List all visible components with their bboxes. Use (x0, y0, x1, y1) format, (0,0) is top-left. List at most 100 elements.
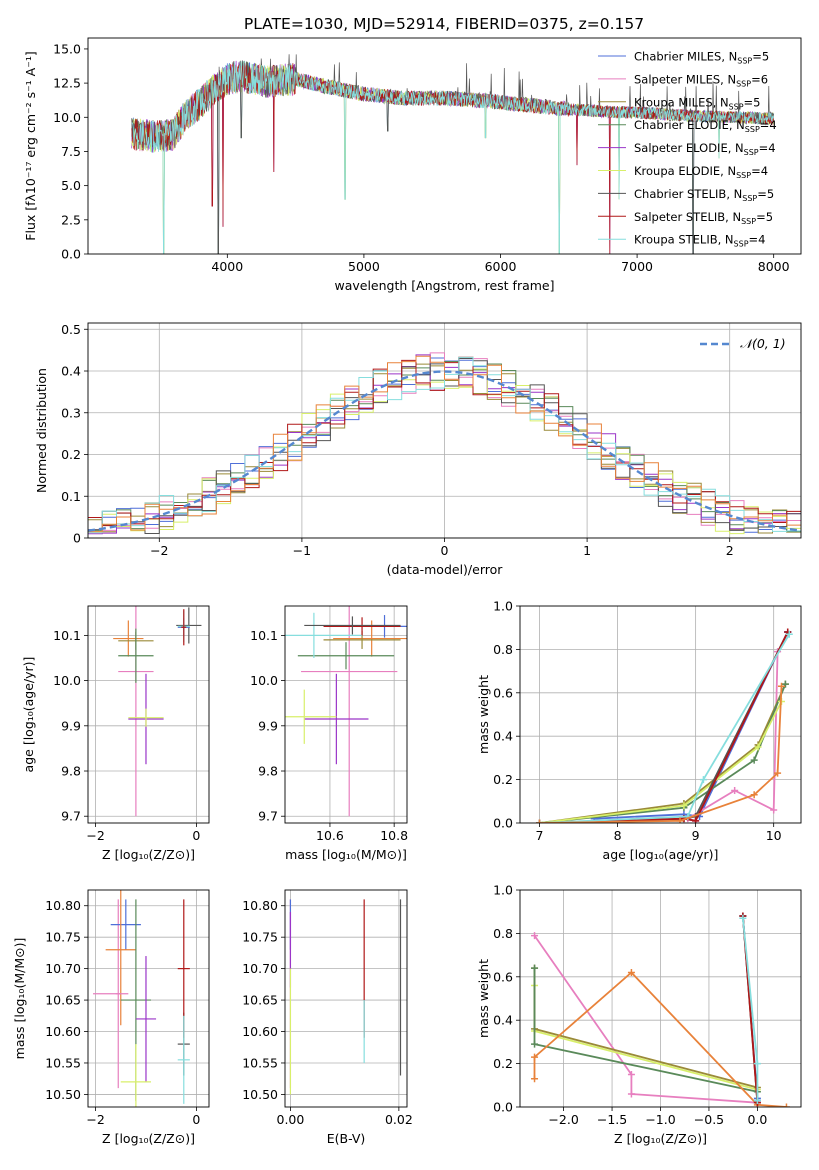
mass-vs-metallicity-panel: −2 0 10.50 10.55 10.60 10.65 10.70 10.75 10.80 Z … (12, 889, 210, 1146)
spectrum-series-line (131, 62, 775, 254)
mass-weight-marker (692, 817, 700, 823)
x-axis-label: age [log₁₀(age/yr)] (603, 847, 719, 862)
spectrum-panel: 4000 5000 6000 7000 8000 0.0 2.5 5.0 7.5 10.0 12.5… (23, 37, 802, 293)
residuals-histogram-panel: −2 −1 0 1 2 0 0.1 0.2 0.3 0.4 0.5 (data-model)/erro… (34, 322, 802, 577)
residuals-plot-area (88, 323, 801, 538)
mass-weight-marker (781, 680, 789, 688)
y-tick-label: 0.4 (493, 729, 513, 744)
mass-weight-marker (770, 806, 778, 814)
axes-frame (87, 889, 210, 1108)
x-tick-label: −2 (86, 1112, 104, 1127)
y-tick-label: 9.8 (61, 764, 81, 779)
massweight-vs-Z-plot-area (520, 890, 801, 1107)
y-tick-label: 10.60 (45, 1024, 81, 1039)
y-tick-label: 10.70 (45, 961, 81, 976)
x-tick-label: 0.02 (385, 1112, 413, 1127)
y-tick-label: 0.5 (61, 322, 81, 337)
mass-weight-line (533, 935, 758, 1104)
mass-weight-marker (750, 791, 758, 799)
y-tick-label: 10.0 (53, 673, 81, 688)
mass-weight-marker (531, 1053, 539, 1061)
y-tick-label: 15.0 (53, 41, 81, 56)
y-tick-label: 0.4 (493, 1013, 513, 1028)
x-tick-label: −0.5 (694, 1112, 724, 1127)
x-tick-label: −1.0 (645, 1112, 675, 1127)
x-tick-label: −1 (293, 543, 311, 558)
mass-weight-marker (536, 819, 544, 823)
x-tick-label: −2 (86, 828, 104, 843)
x-tick-label: 10.6 (316, 828, 344, 843)
axes-frame (87, 605, 210, 824)
x-tick-label: 8000 (758, 259, 790, 274)
x-axis-label: Z [log₁₀(Z/Z⊙)] (102, 847, 195, 862)
y-axis-label: Normed distribution (34, 368, 49, 493)
x-tick-label: 0.0 (747, 1112, 767, 1127)
x-tick-label: 1 (583, 543, 591, 558)
y-axis-label: mass weight (476, 959, 491, 1038)
y-tick-label: 0.0 (61, 247, 81, 262)
y-tick-label: 0.6 (493, 969, 513, 984)
y-tick-label: 9.8 (258, 764, 278, 779)
y-tick-label: 10.80 (45, 898, 81, 913)
legend-label: Salpeter STELIB, NSSP=5 (634, 210, 773, 226)
axes-frame (87, 37, 802, 255)
mass-vs-ebv-plot-area (285, 890, 407, 1107)
y-tick-label: 10.50 (45, 1087, 81, 1102)
mass-vs-ebv-panel: 0.00 0.02 10.50 10.55 10.60 10.65 10.70 10.75 10… (242, 889, 413, 1146)
axes-frame (519, 605, 802, 824)
mass-weight-marker (699, 776, 707, 784)
mass-weight-line (539, 631, 789, 823)
x-axis-label: mass [log₁₀(M/M⊙)] (285, 847, 407, 862)
normal-curve (88, 370, 801, 532)
spectrum-legend: Chabrier MILES, NSSP=5 Salpeter MILES, NS… (598, 50, 777, 249)
y-tick-label: 12.5 (53, 76, 81, 91)
y-tick-label: 10.50 (242, 1087, 278, 1102)
y-tick-label: 0.8 (493, 642, 513, 657)
mass-weight-marker (531, 964, 539, 972)
x-tick-label: 0 (192, 828, 200, 843)
mass-weight-marker (753, 1096, 761, 1104)
x-tick-label: 5000 (348, 259, 380, 274)
x-tick-label: 10.8 (380, 828, 408, 843)
legend-label: Chabrier STELIB, NSSP=5 (634, 187, 774, 203)
y-tick-label: 2.5 (61, 212, 81, 227)
y-tick-label: 0.0 (493, 1100, 513, 1115)
x-axis-label: wavelength [Angstrom, rest frame] (334, 278, 554, 293)
y-tick-label: 1.0 (493, 599, 513, 614)
axes-frame (284, 889, 408, 1108)
mass-weight-marker (731, 786, 739, 794)
axes-frame (284, 605, 408, 824)
mass-weight-line (539, 633, 791, 823)
y-tick-label: 0.6 (493, 685, 513, 700)
y-tick-label: 10.75 (45, 930, 81, 945)
x-tick-label: 7000 (621, 259, 653, 274)
x-tick-label: 6000 (485, 259, 517, 274)
y-tick-label: 10.75 (242, 930, 278, 945)
y-axis-label: age [log₁₀(age/yr)] (21, 657, 36, 773)
legend-label: Kroupa STELIB, NSSP=4 (634, 233, 765, 249)
legend-label: 𝒩(0, 1) (740, 336, 786, 351)
spectrum-plot-area (131, 54, 775, 254)
x-tick-label: −1.5 (597, 1112, 627, 1127)
mass-weight-line (539, 701, 783, 823)
y-tick-label: 0.4 (61, 364, 81, 379)
age-vs-Z-plot-area (88, 606, 209, 823)
x-tick-label: 0.00 (277, 1112, 305, 1127)
x-tick-label: 7 (536, 828, 544, 843)
figure-title: PLATE=1030, MJD=52914, FIBERID=0375, z=0… (244, 15, 644, 33)
x-tick-label: −2.0 (548, 1112, 578, 1127)
y-tick-label: 0.8 (493, 926, 513, 941)
axes-frame (87, 322, 802, 539)
massweight-vs-metallicity-panel: −2.0 −1.5 −1.0 −0.5 0.0 0.0 0.2 0.4 0.6 0.8 1.0 Z [… (476, 883, 802, 1146)
mass-weight-marker (754, 743, 762, 751)
y-tick-label: 0 (73, 531, 81, 546)
y-tick-label: 10.60 (242, 1024, 278, 1039)
y-tick-label: 10.0 (250, 673, 278, 688)
y-axis-label: mass weight (476, 675, 491, 754)
y-tick-label: 1.0 (493, 883, 513, 898)
y-axis-label: mass [log₁₀(M/M⊙)] (12, 938, 27, 1060)
x-axis-label: E(B-V) (327, 1131, 366, 1146)
x-axis-label: Z [log₁₀(Z/Z⊙)] (102, 1131, 195, 1146)
y-tick-label: 10.1 (53, 628, 81, 643)
mass-weight-line (539, 683, 787, 823)
